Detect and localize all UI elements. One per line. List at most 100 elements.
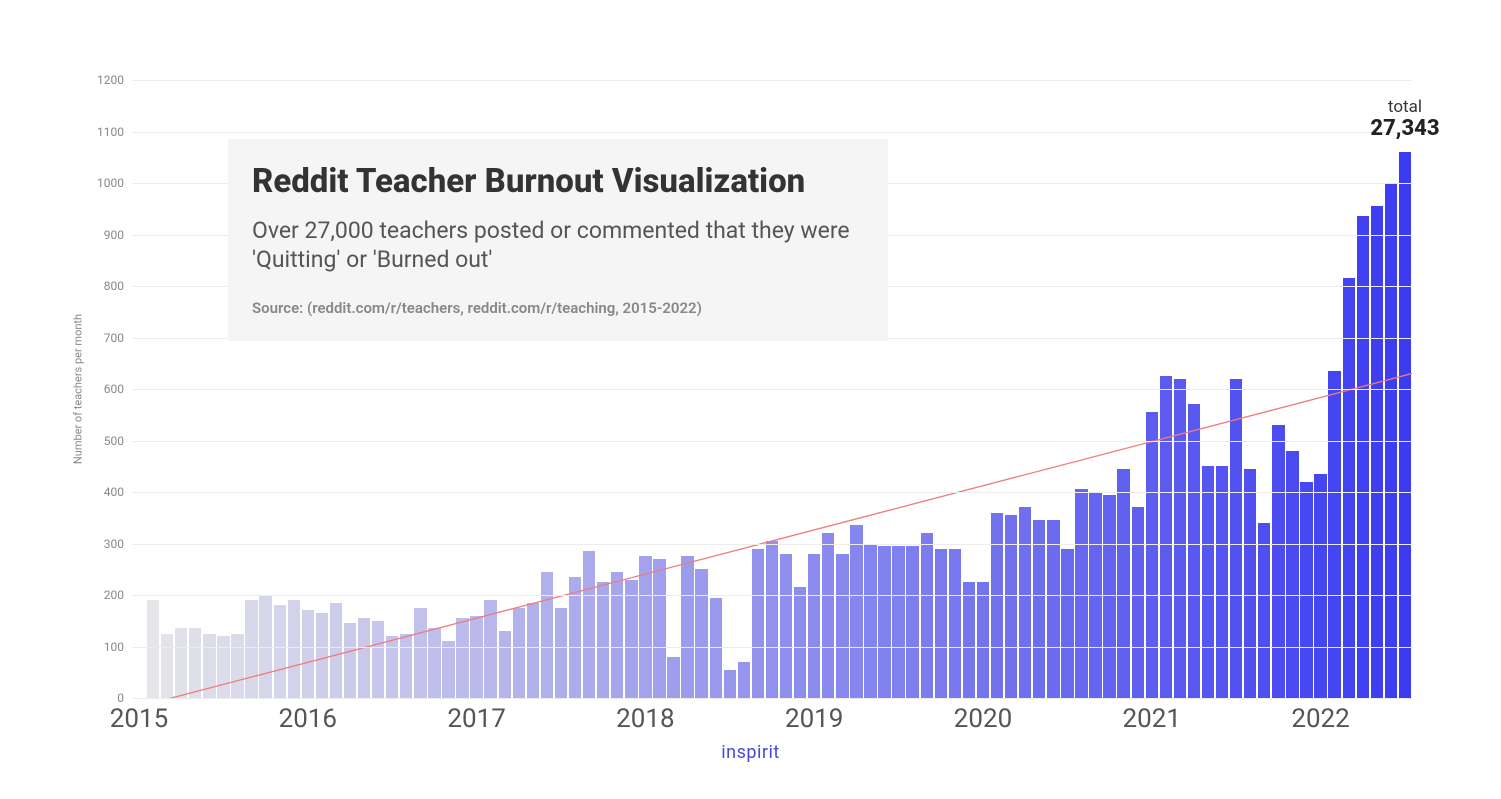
bar — [1216, 466, 1228, 698]
bar — [1272, 425, 1284, 698]
bar — [1188, 404, 1200, 698]
y-tick-label: 400 — [104, 485, 124, 499]
bar — [288, 600, 300, 698]
bar — [372, 621, 384, 698]
bar — [541, 572, 553, 698]
gridline — [132, 595, 1412, 596]
bar — [175, 628, 187, 698]
x-tick-label: 2015 — [110, 704, 168, 734]
bar — [1019, 507, 1031, 698]
bar — [1357, 216, 1369, 698]
y-tick-label: 1000 — [97, 176, 124, 190]
x-tick-label: 2017 — [447, 704, 505, 734]
bar — [1103, 495, 1115, 698]
x-tick-label: 2018 — [616, 704, 674, 734]
bar — [1117, 469, 1129, 698]
bar — [386, 636, 398, 698]
x-tick-label: 2019 — [785, 704, 843, 734]
bar — [977, 582, 989, 698]
chart-subtitle: Over 27,000 teachers posted or commented… — [252, 217, 852, 275]
bar — [1202, 466, 1214, 698]
bar — [1328, 371, 1340, 698]
y-tick-label: 300 — [104, 537, 124, 551]
y-tick-label: 600 — [104, 382, 124, 396]
bar — [822, 533, 834, 698]
y-tick-label: 100 — [104, 640, 124, 654]
gridline — [132, 647, 1412, 648]
bar — [1075, 489, 1087, 698]
total-annotation-value: 27,343 — [1370, 117, 1439, 141]
bar — [1371, 206, 1383, 698]
bar — [738, 662, 750, 698]
gridline — [132, 441, 1412, 442]
y-tick-label: 700 — [104, 331, 124, 345]
bar — [1174, 379, 1186, 698]
bar — [1160, 376, 1172, 698]
bar — [330, 603, 342, 698]
x-tick-label: 2016 — [279, 704, 337, 734]
y-tick-label: 500 — [104, 434, 124, 448]
bar — [428, 628, 440, 698]
bar — [203, 634, 215, 698]
bar — [949, 549, 961, 698]
bar — [639, 556, 651, 698]
bar — [611, 572, 623, 698]
x-tick-label: 2022 — [1291, 704, 1349, 734]
y-tick-label: 1100 — [97, 125, 124, 139]
bar — [963, 582, 975, 698]
gridline — [132, 492, 1412, 493]
chart-source: Source: (reddit.com/r/teachers, reddit.c… — [252, 299, 852, 317]
total-annotation: total 27,343 — [1370, 98, 1439, 141]
bar — [892, 546, 904, 698]
y-tick-label: 800 — [104, 279, 124, 293]
bar — [681, 556, 693, 698]
x-tick-label: 2021 — [1123, 704, 1181, 734]
bar — [161, 634, 173, 698]
bar — [1047, 520, 1059, 698]
bar — [274, 605, 286, 698]
bar — [147, 600, 159, 698]
bar — [456, 618, 468, 698]
footer-brand: inspirit — [721, 742, 779, 763]
bar — [780, 554, 792, 698]
bar — [1343, 278, 1355, 698]
bar — [991, 513, 1003, 698]
chart-title: Reddit Teacher Burnout Visualization — [252, 163, 852, 201]
bar — [527, 603, 539, 698]
y-tick-label: 0 — [117, 691, 124, 705]
bar — [667, 657, 679, 698]
bar — [245, 600, 257, 698]
y-tick-label: 200 — [104, 588, 124, 602]
bar — [1230, 379, 1242, 698]
bar — [808, 554, 820, 698]
bar — [189, 628, 201, 698]
bar — [724, 670, 736, 698]
y-tick-label: 1200 — [97, 73, 124, 87]
bar — [499, 631, 511, 698]
bar — [344, 623, 356, 698]
bar — [710, 598, 722, 698]
total-annotation-label: total — [1370, 98, 1439, 117]
bar — [752, 549, 764, 698]
bar — [695, 569, 707, 698]
bar — [1286, 451, 1298, 698]
bar — [850, 525, 862, 698]
x-tick-label: 2020 — [954, 704, 1012, 734]
bar — [1033, 520, 1045, 698]
bar — [555, 608, 567, 698]
bar — [442, 641, 454, 698]
bar — [794, 587, 806, 698]
bar — [597, 582, 609, 698]
gridline — [132, 80, 1412, 81]
gridline — [132, 698, 1412, 699]
bar — [1061, 549, 1073, 698]
bar — [583, 551, 595, 698]
bar — [1132, 507, 1144, 698]
bar — [653, 559, 665, 698]
bar — [513, 608, 525, 698]
bar — [921, 533, 933, 698]
gridline — [132, 389, 1412, 390]
bar — [414, 608, 426, 698]
bar — [625, 580, 637, 698]
gridline — [132, 544, 1412, 545]
